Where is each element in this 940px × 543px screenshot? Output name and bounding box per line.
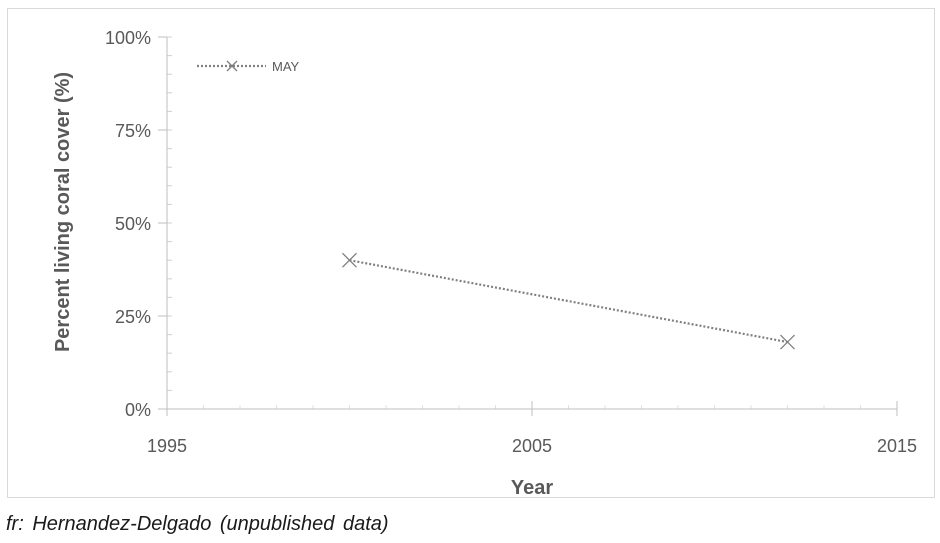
y-minor-ticks	[167, 36, 172, 410]
y-tick-label: 25%	[115, 307, 151, 327]
y-axis-title: Percent living coral cover (%)	[52, 72, 74, 352]
series-line-may	[349, 259, 788, 344]
y-tick-label: 0%	[125, 400, 151, 420]
x-tick-label: 2015	[877, 436, 917, 456]
legend-label: MAY	[272, 59, 300, 74]
y-tick-label: 50%	[115, 214, 151, 234]
chart-frame	[7, 8, 935, 498]
legend-marker	[226, 60, 238, 72]
y-tick-label: 100%	[105, 28, 151, 48]
legend: MAY	[197, 59, 300, 74]
y-tick-label: 75%	[115, 121, 151, 141]
line-chart: 0% 25% 50% 75% 100% 1995 2005 2015 MAY Year Pe…	[52, 28, 917, 499]
x-tick-label: 2005	[512, 436, 552, 456]
data-point-marker	[342, 252, 357, 268]
data-point-marker	[780, 334, 795, 350]
y-ticks: 0% 25% 50% 75% 100%	[105, 28, 167, 420]
source-note: fr: Hernandez-Delgado (unpublished data)	[6, 513, 389, 535]
x-tick-label: 1995	[147, 436, 187, 456]
x-ticks: 1995 2005 2015	[147, 401, 917, 456]
series-layer	[342, 252, 795, 350]
x-axis-title: Year	[511, 477, 553, 499]
